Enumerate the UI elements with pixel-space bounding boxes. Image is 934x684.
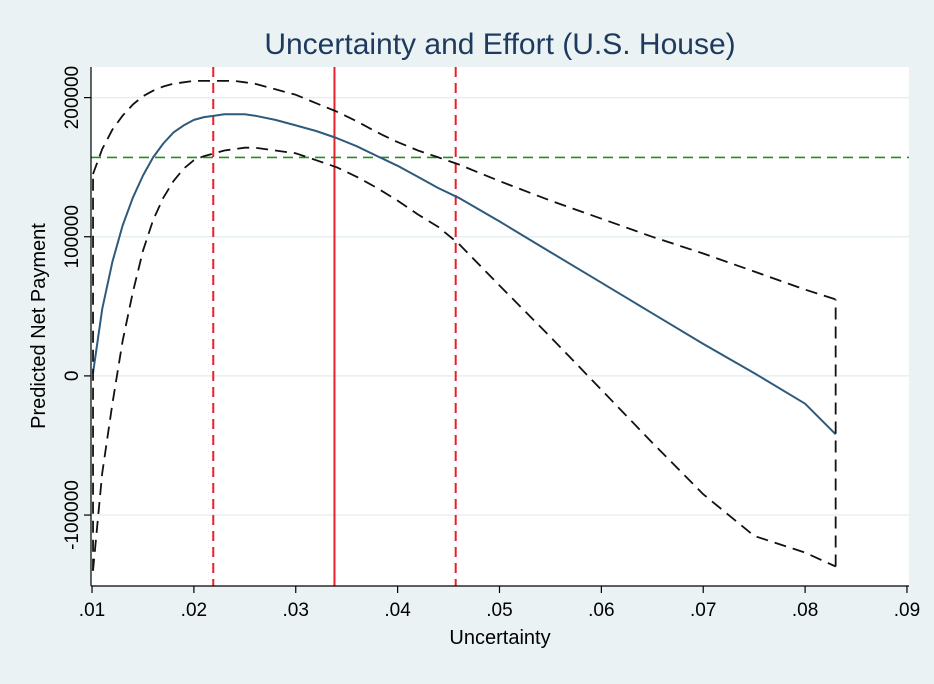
- y-axis-label: Predicted Net Payment: [28, 223, 50, 429]
- y-tick-label-3: 200000: [62, 66, 83, 129]
- x-tick-label-5: .06: [588, 600, 614, 621]
- x-tick-label-6: .07: [690, 600, 716, 621]
- x-tick-label-7: .08: [792, 600, 818, 621]
- x-tick-label-0: .01: [79, 600, 105, 621]
- series-lines: [92, 80, 837, 571]
- series-line-2: [92, 146, 837, 571]
- x-tick-label-3: .04: [384, 600, 411, 621]
- grid-lines: [91, 96, 909, 516]
- x-tick-label-1: .02: [181, 600, 207, 621]
- x-tick-label-2: .03: [283, 600, 309, 621]
- x-tick-label-8: .09: [894, 600, 920, 621]
- x-axis-label: Uncertainty: [449, 627, 550, 649]
- y-tick-label-0: -100000: [62, 480, 83, 550]
- y-tick-label-2: 100000: [62, 205, 83, 268]
- series-line-0: [92, 113, 837, 436]
- series-line-1: [92, 80, 836, 301]
- axes: .01 .02 .03 .04 .05 .06 .07 .08 .09 -100000 0 10000…: [62, 66, 920, 621]
- x-tick-label-4: .05: [486, 600, 512, 621]
- y-tick-label-1: 0: [62, 371, 83, 382]
- plot-area: [91, 67, 909, 586]
- chart-title: Uncertainty and Effort (U.S. House): [264, 28, 735, 61]
- reference-lines: [91, 67, 909, 586]
